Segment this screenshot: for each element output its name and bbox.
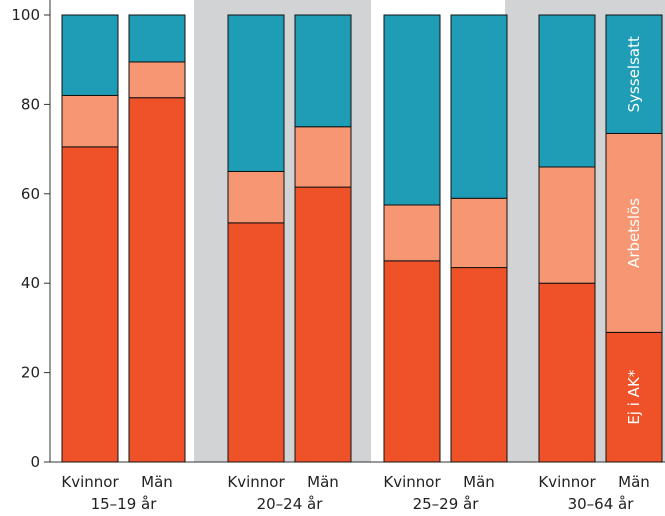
bar-segment — [605, 132, 663, 333]
x-tick-label: Kvinnor — [538, 473, 596, 491]
in-bar-legend: Ej i AK* Arbetslös Sysselsatt — [625, 36, 643, 425]
bar-segment — [128, 14, 186, 63]
bar-segment — [227, 222, 285, 463]
bar-segment — [605, 14, 663, 134]
bar-segment — [538, 14, 596, 168]
bars — [61, 14, 663, 463]
bar-segment — [128, 97, 186, 463]
bar-segment — [294, 126, 352, 188]
bar-segment — [538, 282, 596, 463]
x-tick-label: Kvinnor — [61, 473, 119, 491]
bar-segment — [605, 331, 663, 463]
x-tick-label: Män — [141, 473, 173, 491]
bar-segment — [227, 170, 285, 224]
x-tick-label: Män — [618, 473, 650, 491]
bar-segment — [450, 14, 508, 199]
group-label: 20–24 år — [257, 495, 324, 513]
y-tick-label: 60 — [21, 185, 40, 203]
y-tick-label: 100 — [11, 6, 40, 24]
bar-segment — [61, 14, 119, 96]
bar-segment — [61, 94, 119, 148]
x-tick-label: Män — [307, 473, 339, 491]
bar-segment — [227, 14, 285, 172]
legend-label: Arbetslös — [625, 198, 643, 268]
bar-segment — [294, 14, 352, 128]
y-tick-label: 20 — [21, 364, 40, 382]
x-tick-label: Kvinnor — [383, 473, 441, 491]
bar-segment — [383, 260, 441, 463]
x-tick-label: Män — [463, 473, 495, 491]
bar-segment — [294, 186, 352, 463]
bar-segment — [450, 267, 508, 463]
bar-segment — [383, 204, 441, 262]
x-axis-labels: Kvinnor Män Kvinnor Män Kvinnor Män Kvinnor Män… — [61, 473, 649, 513]
group-label: 25–29 år — [413, 495, 480, 513]
y-tick-label: 80 — [21, 95, 40, 113]
y-tick-label: 40 — [21, 274, 40, 292]
bar-segment — [383, 14, 441, 206]
bar-segment — [450, 197, 508, 269]
y-tick-label: 0 — [30, 453, 40, 471]
x-tick-label: Kvinnor — [227, 473, 285, 491]
bar-segment — [128, 61, 186, 99]
group-label: 30–64 år — [568, 495, 635, 513]
bar-segment — [61, 146, 119, 463]
legend-label: Ej i AK* — [625, 369, 643, 424]
bar-segment — [538, 166, 596, 284]
group-label: 15–19 år — [91, 495, 158, 513]
legend-label: Sysselsatt — [625, 36, 643, 112]
